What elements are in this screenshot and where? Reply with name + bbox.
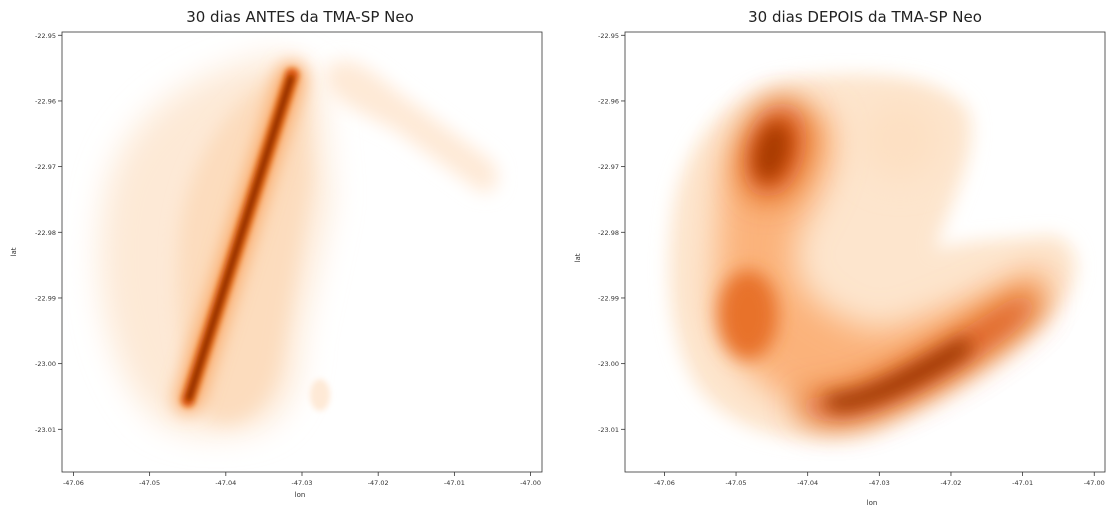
right-y-tick-label: -23.01 <box>598 426 619 434</box>
left-x-tick-label: -47.06 <box>63 479 84 487</box>
right-y-axis-label: lat <box>574 253 582 262</box>
right-x-tick-label: -47.03 <box>869 479 890 487</box>
right-northwest-core-dark <box>754 122 790 182</box>
left-y-tick-label: -22.99 <box>35 294 56 302</box>
right-y-tick-label: -22.98 <box>598 229 619 237</box>
left-x-tick-label: -47.00 <box>520 479 541 487</box>
left-y-tick-label: -23.00 <box>35 360 56 368</box>
left-y-tick-label: -23.01 <box>35 426 56 434</box>
left-x-tick-label: -47.03 <box>292 479 313 487</box>
right-plot-frame <box>624 31 1106 473</box>
right-x-tick-label: -47.04 <box>797 479 818 487</box>
right-x-tick-label: -47.02 <box>940 479 961 487</box>
left-y-axis-label: lat <box>10 247 18 256</box>
right-x-axis-label: lon <box>867 499 878 507</box>
left-northeast-arm <box>325 60 498 193</box>
right-y-tick-label: -22.99 <box>598 294 619 302</box>
left-y-axis: -22.95 -22.96 -22.97 -22.98 -22.99 -23.00 -23.… <box>35 32 62 434</box>
left-track-core <box>181 68 299 407</box>
right-western-blob <box>718 270 778 360</box>
right-chart-title: 30 dias DEPOIS da TMA-SP Neo <box>748 8 982 26</box>
right-northeast-light <box>860 100 940 180</box>
right-x-tick-label: -47.01 <box>1012 479 1033 487</box>
right-x-tick-label: -47.06 <box>654 479 675 487</box>
right-y-axis: -22.95 -22.96 -22.97 -22.98 -22.99 -23.00 -23.… <box>598 32 625 434</box>
left-x-tick-label: -47.02 <box>368 479 389 487</box>
left-chart-title: 30 dias ANTES da TMA-SP Neo <box>186 8 414 26</box>
right-y-tick-label: -22.95 <box>598 32 619 40</box>
left-y-tick-label: -22.96 <box>35 97 56 105</box>
left-isolated-blob <box>310 379 330 411</box>
left-x-tick-label: -47.04 <box>215 479 236 487</box>
left-y-tick-label: -22.95 <box>35 32 56 40</box>
left-panel: 30 dias ANTES da TMA-SP Neo <box>10 8 543 499</box>
left-x-axis: -47.06 -47.05 -47.04 -47.03 -47.02 -47.01 -47.… <box>63 472 541 487</box>
right-y-tick-label: -23.00 <box>598 360 619 368</box>
left-y-tick-label: -22.98 <box>35 229 56 237</box>
right-x-tick-label: -47.05 <box>726 479 747 487</box>
left-x-tick-label: -47.01 <box>444 479 465 487</box>
left-x-tick-label: -47.05 <box>139 479 160 487</box>
left-density-map <box>62 32 542 472</box>
left-x-axis-label: lon <box>295 491 306 499</box>
right-x-axis: -47.06 -47.05 -47.04 -47.03 -47.02 -47.01 -47.… <box>654 472 1105 487</box>
right-y-tick-label: -22.96 <box>598 97 619 105</box>
right-southern-arc-dark <box>825 339 972 411</box>
right-panel: 30 dias DEPOIS da TMA-SP Neo <box>574 8 1106 507</box>
right-y-tick-label: -22.97 <box>598 163 619 171</box>
right-density-map <box>625 32 1105 472</box>
right-x-tick-label: -47.00 <box>1084 479 1105 487</box>
left-y-tick-label: -22.97 <box>35 163 56 171</box>
